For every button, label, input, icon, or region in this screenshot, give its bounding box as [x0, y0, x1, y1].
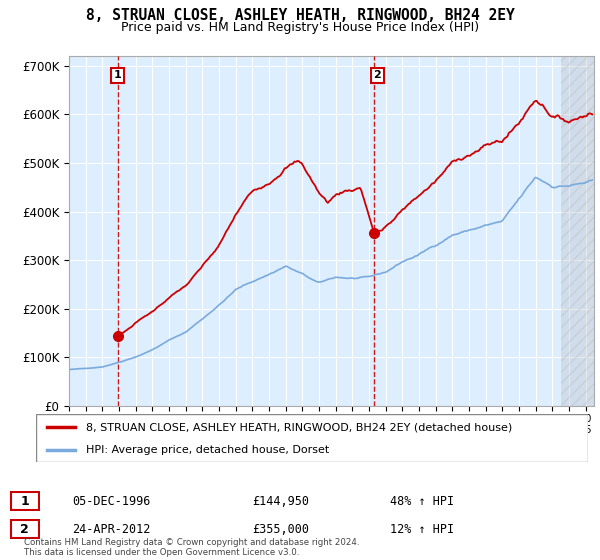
Text: 48% ↑ HPI: 48% ↑ HPI — [390, 494, 454, 508]
Text: £355,000: £355,000 — [252, 522, 309, 536]
Text: 1: 1 — [20, 494, 29, 508]
Text: 2: 2 — [374, 71, 382, 81]
Text: HPI: Average price, detached house, Dorset: HPI: Average price, detached house, Dors… — [86, 445, 329, 455]
Text: 24-APR-2012: 24-APR-2012 — [72, 522, 151, 536]
Bar — [560, 56, 594, 406]
Text: 8, STRUAN CLOSE, ASHLEY HEATH, RINGWOOD, BH24 2EY: 8, STRUAN CLOSE, ASHLEY HEATH, RINGWOOD,… — [86, 8, 514, 24]
FancyBboxPatch shape — [36, 414, 588, 462]
Text: 2: 2 — [20, 522, 29, 536]
Text: 8, STRUAN CLOSE, ASHLEY HEATH, RINGWOOD, BH24 2EY (detached house): 8, STRUAN CLOSE, ASHLEY HEATH, RINGWOOD,… — [86, 422, 512, 432]
Text: 05-DEC-1996: 05-DEC-1996 — [72, 494, 151, 508]
Text: 12% ↑ HPI: 12% ↑ HPI — [390, 522, 454, 536]
Text: 1: 1 — [114, 71, 122, 81]
Text: Contains HM Land Registry data © Crown copyright and database right 2024.
This d: Contains HM Land Registry data © Crown c… — [24, 538, 359, 557]
FancyBboxPatch shape — [11, 520, 38, 538]
Text: £144,950: £144,950 — [252, 494, 309, 508]
FancyBboxPatch shape — [11, 492, 38, 510]
Text: Price paid vs. HM Land Registry's House Price Index (HPI): Price paid vs. HM Land Registry's House … — [121, 21, 479, 34]
